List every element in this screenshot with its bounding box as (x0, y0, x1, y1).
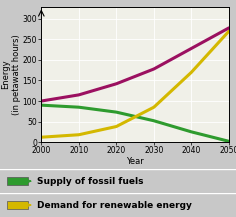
X-axis label: Year: Year (126, 157, 144, 166)
Text: Supply of fossil fuels: Supply of fossil fuels (37, 177, 143, 186)
Y-axis label: Energy
(in petawatt hours): Energy (in petawatt hours) (1, 34, 21, 115)
Text: Demand for renewable energy: Demand for renewable energy (37, 201, 191, 210)
Bar (7, 201, 28, 209)
Bar (7, 177, 28, 185)
